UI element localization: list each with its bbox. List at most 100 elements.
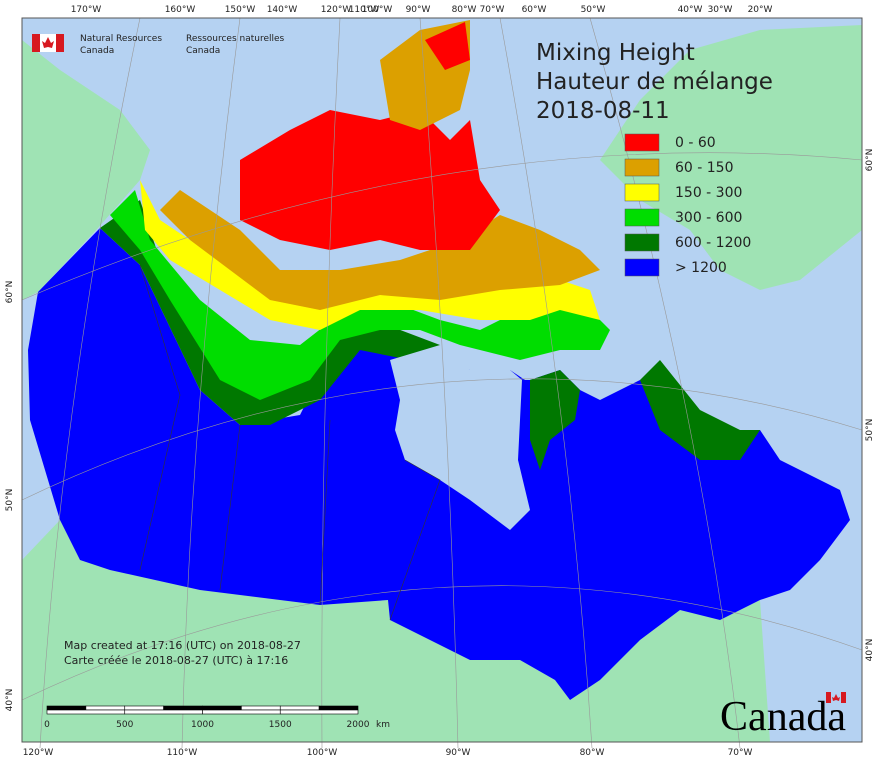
top-label: 160°W xyxy=(165,5,196,15)
border xyxy=(219,424,241,591)
bottom-label: 110°W xyxy=(167,748,198,758)
meridian xyxy=(181,17,241,749)
flag-bar xyxy=(56,34,64,52)
parallel xyxy=(21,585,863,701)
usa xyxy=(22,520,770,742)
scale-segment xyxy=(202,705,242,711)
scale-label: 500 xyxy=(116,720,133,730)
top-label: 70°W xyxy=(480,5,505,15)
map-frame xyxy=(21,17,863,749)
scale-segment xyxy=(279,705,320,711)
footer: Map created at 17:16 (UTC) on 2018-08-27 xyxy=(64,639,301,652)
legend-swatch xyxy=(624,233,660,252)
region-labrador xyxy=(640,360,760,460)
meridian xyxy=(39,17,141,749)
legend-swatch xyxy=(624,133,660,152)
scale-segment xyxy=(241,705,281,711)
legend-swatch xyxy=(624,183,660,202)
scale-segment xyxy=(124,705,164,711)
left-label: 50°N xyxy=(5,489,15,512)
top-label: 150°W xyxy=(225,5,256,15)
agency-en: Natural Resources xyxy=(80,34,162,44)
flag-bar xyxy=(32,34,40,52)
legend-label: 300 - 600 xyxy=(675,210,742,226)
right-label: 60°N xyxy=(865,149,875,172)
top-label: 140°W xyxy=(267,5,298,15)
scale-unit: km xyxy=(376,720,390,730)
top-label: 40°W xyxy=(678,5,703,15)
scale-segment xyxy=(85,705,126,711)
legend-label: > 1200 xyxy=(675,260,727,276)
border xyxy=(319,419,331,606)
parallel xyxy=(21,152,863,301)
left-label: 60°N xyxy=(5,281,15,304)
legend-label: 60 - 150 xyxy=(675,160,734,176)
scale-segment xyxy=(163,705,203,711)
borders xyxy=(139,264,441,621)
wordmark-flag xyxy=(826,692,831,703)
legend-label: 600 - 1200 xyxy=(675,235,751,251)
right-label: 50°N xyxy=(865,419,875,442)
greenland xyxy=(600,25,862,290)
top-label: 90°W xyxy=(406,5,431,15)
bottom-label: 100°W xyxy=(307,748,338,758)
alaska xyxy=(22,18,150,300)
top-label: 20°W xyxy=(748,5,773,15)
agency-fr: Ressources naturelles xyxy=(186,34,285,44)
right-label: 40°N xyxy=(865,639,875,662)
legend: 0 - 60 60 - 150 150 - 300 300 - 600 600 - 12… xyxy=(624,133,751,277)
scale-segment xyxy=(202,709,281,715)
top-label: 170°W xyxy=(71,5,102,15)
top-label: 110°W xyxy=(349,5,380,15)
border xyxy=(389,459,441,621)
scale-segment xyxy=(318,705,359,711)
bottom-label: 90°W xyxy=(446,748,471,758)
bottom-label: 80°W xyxy=(580,748,605,758)
scale-label: 2000 xyxy=(347,720,370,730)
agency: Natural Resources Canada Ressources natu… xyxy=(32,34,285,56)
left-label: 40°N xyxy=(5,689,15,712)
top-label: 120°W xyxy=(321,5,352,15)
scale-segment xyxy=(124,709,203,715)
scale-segment xyxy=(46,705,87,711)
region-james xyxy=(530,370,580,470)
border xyxy=(139,264,181,571)
meridian xyxy=(589,17,741,749)
scale-segment xyxy=(279,709,359,715)
scale-bar: 0 500 1000 1500 2000 km xyxy=(44,705,390,730)
legend-swatch xyxy=(624,208,660,227)
bottom-label: 120°W xyxy=(23,748,54,758)
scale-segment xyxy=(46,709,126,715)
bottom-label: 70°W xyxy=(728,748,753,758)
top-label: 100°W xyxy=(362,5,393,15)
wordmark-flag xyxy=(841,692,846,703)
parallel xyxy=(21,378,863,501)
scale-label: 1000 xyxy=(191,720,214,730)
frame-border xyxy=(21,17,863,743)
agency-fr: Canada xyxy=(186,46,220,56)
legend-swatch xyxy=(624,158,660,177)
agency-en: Canada xyxy=(80,46,114,56)
region-60 xyxy=(160,190,600,310)
region-300 xyxy=(110,190,610,400)
top-label: 80°W xyxy=(452,5,477,15)
meridian xyxy=(419,17,459,749)
legend-label: 0 - 60 xyxy=(675,135,716,151)
top-label: 50°W xyxy=(581,5,606,15)
title: Hauteur de mélange xyxy=(536,69,773,95)
meridian xyxy=(499,17,593,749)
scale-label: 0 xyxy=(44,720,50,730)
legend-swatch xyxy=(624,258,660,277)
title: 2018-08-11 xyxy=(536,98,670,124)
scale-label: 1500 xyxy=(269,720,292,730)
footer: Carte créée le 2018-08-27 (UTC) à 17:16 xyxy=(64,654,288,667)
wordmark: Canada xyxy=(720,692,846,740)
top-label: 60°W xyxy=(522,5,547,15)
legend-label: 150 - 300 xyxy=(675,185,742,201)
title: Mixing Height xyxy=(536,40,695,66)
region-0 xyxy=(240,110,500,250)
flag-leaf xyxy=(42,37,54,48)
region-ellesmere-n xyxy=(425,22,470,70)
